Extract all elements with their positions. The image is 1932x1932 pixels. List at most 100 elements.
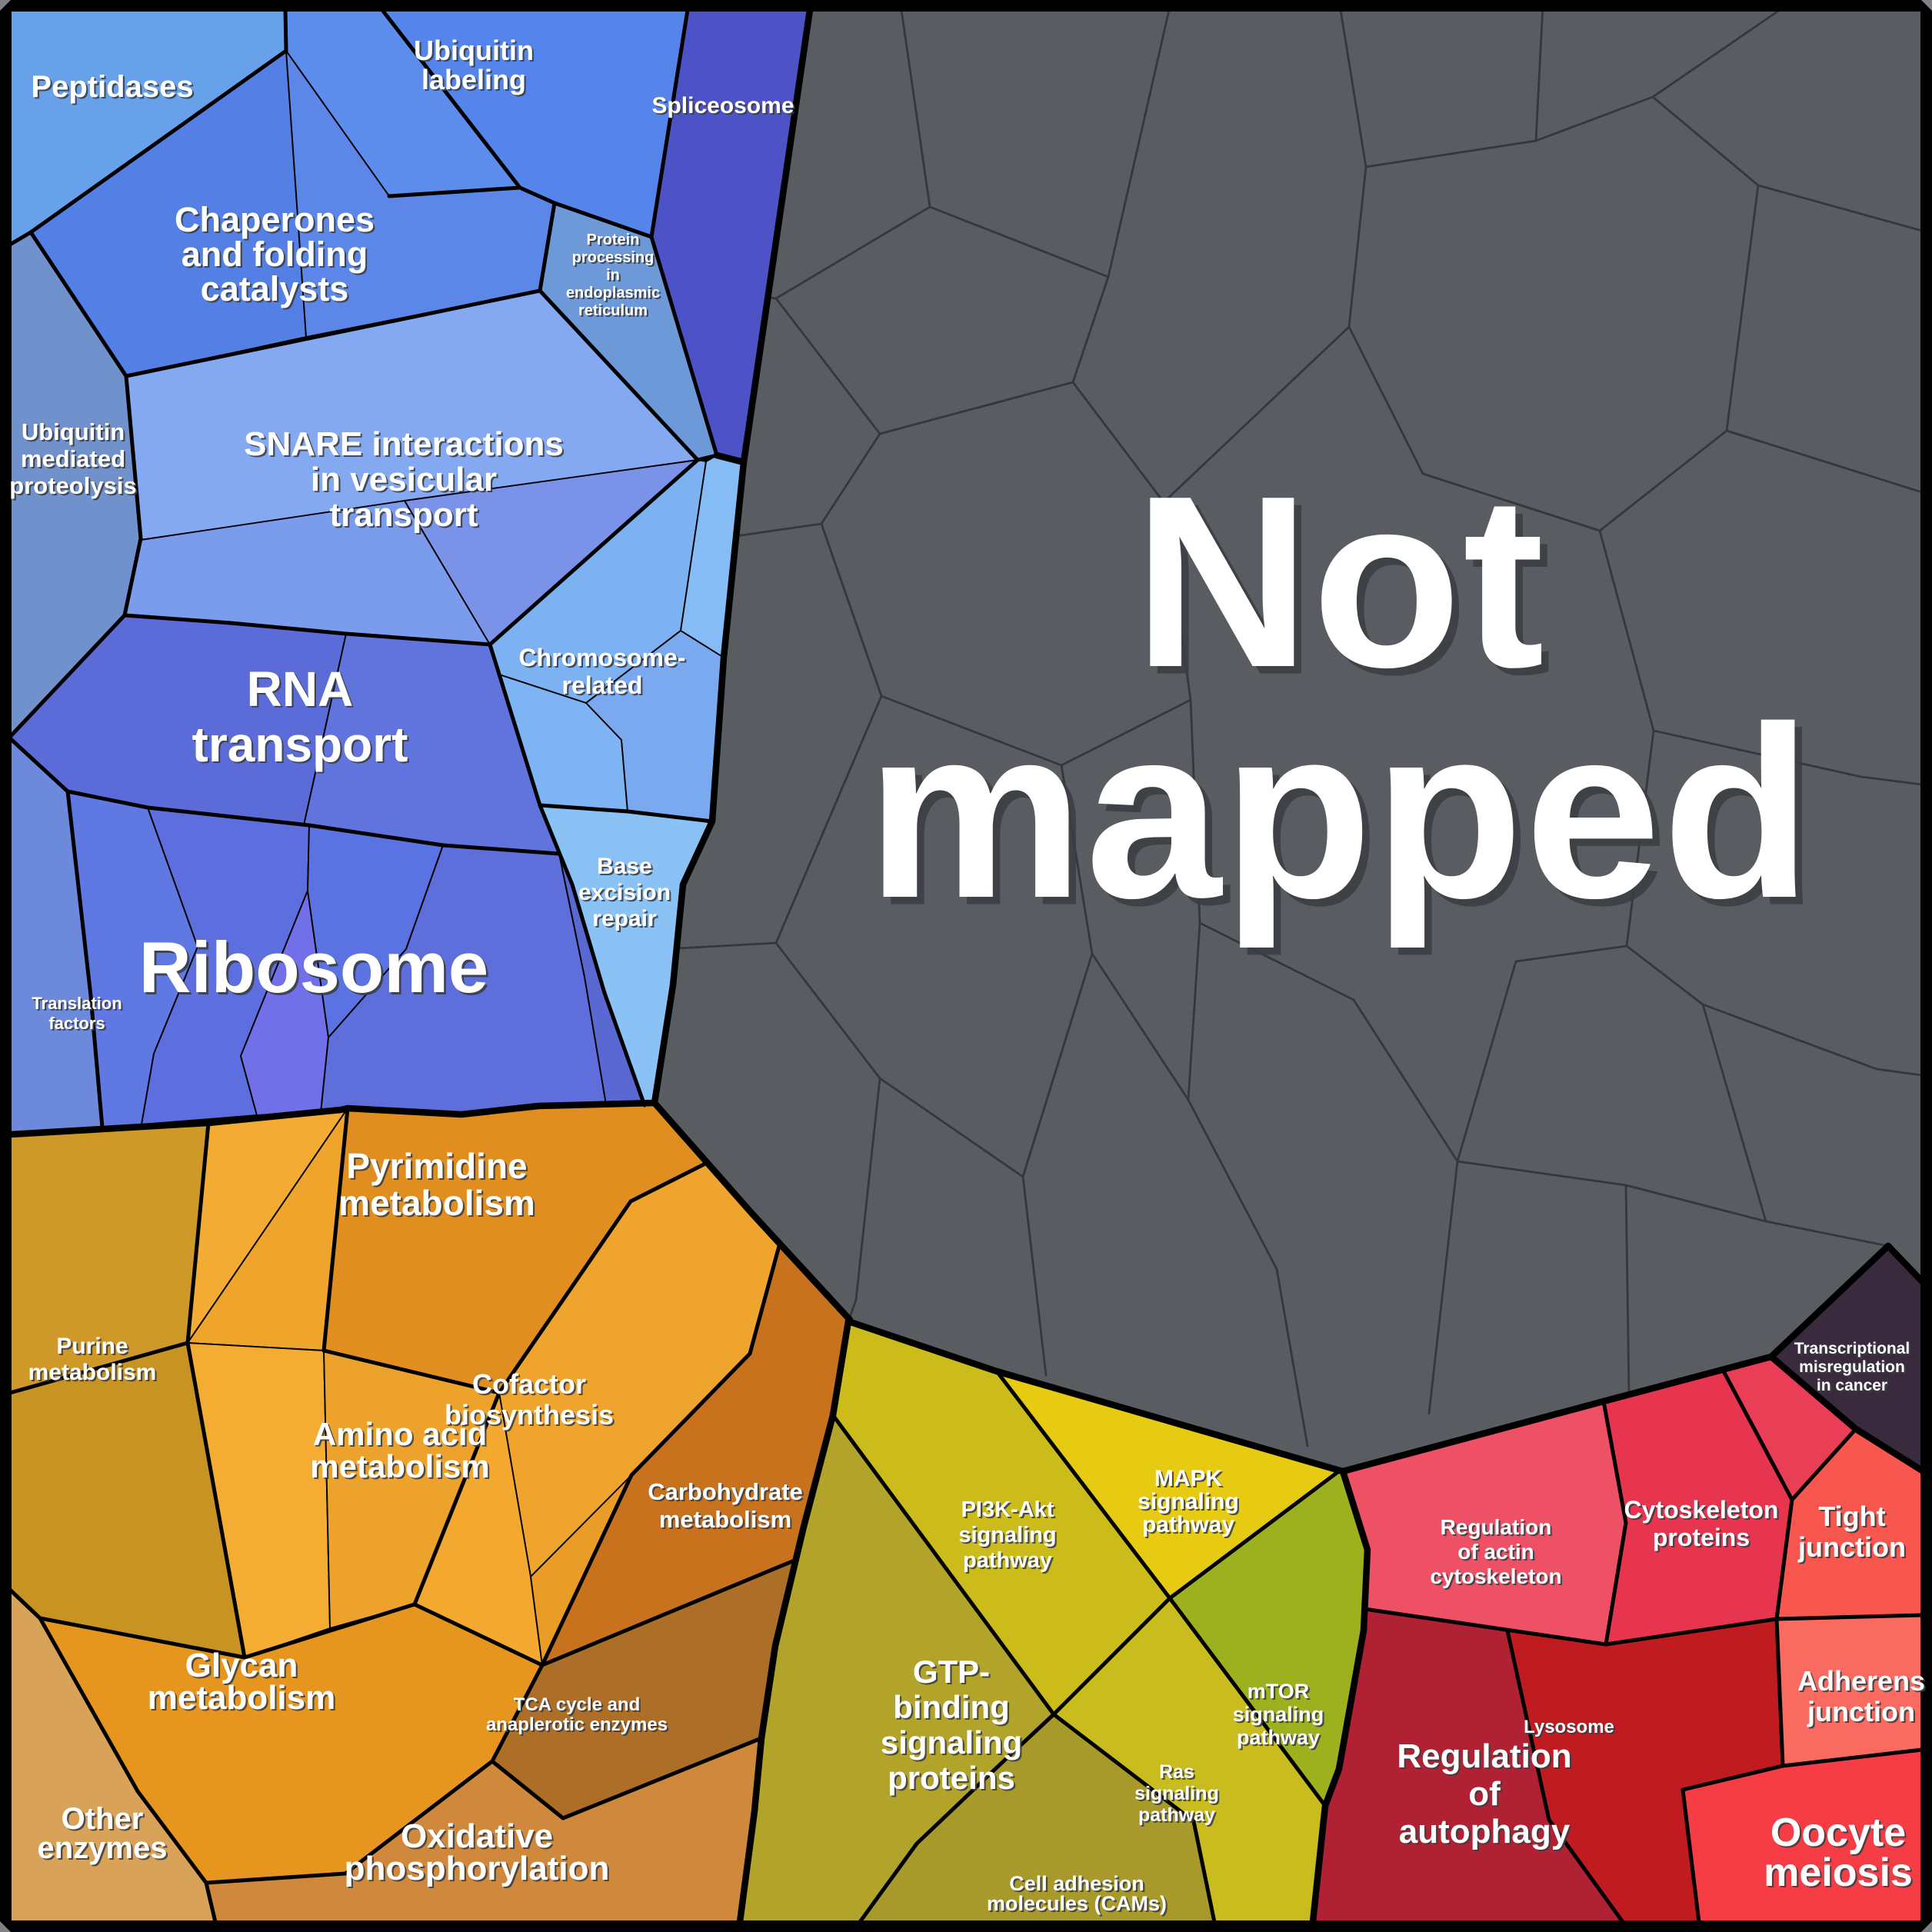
- svg-text:reticulum: reticulum: [580, 304, 649, 321]
- svg-text:pathway: pathway: [1144, 1514, 1236, 1539]
- svg-text:Cell adhesion: Cell adhesion: [1009, 1872, 1144, 1895]
- svg-text:Glycan: Glycan: [187, 1648, 300, 1686]
- svg-text:biosynthesis: biosynthesis: [446, 1401, 615, 1432]
- svg-text:pathway: pathway: [1238, 1727, 1321, 1750]
- svg-text:Peptidases: Peptidases: [31, 70, 193, 104]
- svg-text:proteins: proteins: [889, 1761, 1017, 1797]
- svg-text:meiosis: meiosis: [1765, 1852, 1914, 1897]
- svg-text:metabolism: metabolism: [659, 1506, 791, 1533]
- svg-text:RNA: RNA: [248, 663, 355, 718]
- svg-text:MAPK: MAPK: [1156, 1467, 1224, 1493]
- svg-text:processing: processing: [572, 249, 655, 266]
- svg-text:proteins: proteins: [1653, 1524, 1750, 1551]
- svg-text:signaling: signaling: [881, 1724, 1022, 1760]
- svg-text:junction: junction: [1797, 1531, 1906, 1563]
- svg-text:biosynthesis: biosynthesis: [445, 1399, 614, 1431]
- svg-text:metabolism: metabolism: [311, 1450, 491, 1486]
- svg-text:Cofactor: Cofactor: [474, 1370, 588, 1401]
- svg-text:proteolysis: proteolysis: [9, 472, 136, 499]
- svg-text:junction: junction: [1807, 1696, 1915, 1727]
- svg-text:autophagy: autophagy: [1401, 1814, 1572, 1852]
- svg-text:Base: Base: [598, 855, 654, 881]
- svg-text:Pyrimidine: Pyrimidine: [348, 1148, 529, 1188]
- svg-text:Carbohydrate: Carbohydrate: [649, 1480, 804, 1507]
- svg-text:reticulum: reticulum: [578, 302, 648, 319]
- svg-text:metabolism: metabolism: [340, 1184, 537, 1224]
- svg-text:cytoskeleton: cytoskeleton: [1432, 1566, 1564, 1590]
- svg-text:Oxidative: Oxidative: [402, 1819, 555, 1857]
- svg-text:signaling: signaling: [961, 1524, 1058, 1549]
- svg-text:in vesicular: in vesicular: [311, 461, 497, 498]
- svg-text:Regulation: Regulation: [1397, 1737, 1571, 1775]
- svg-text:metabolism: metabolism: [30, 1361, 158, 1387]
- svg-text:related: related: [562, 671, 643, 699]
- svg-text:Glycan: Glycan: [185, 1647, 298, 1684]
- svg-text:Base: Base: [597, 854, 652, 879]
- svg-text:transport: transport: [329, 496, 478, 534]
- svg-text:enzymes: enzymes: [38, 1831, 168, 1865]
- svg-text:pathway: pathway: [963, 1548, 1052, 1573]
- svg-text:pathway: pathway: [1138, 1804, 1215, 1826]
- svg-text:Lysosome: Lysosome: [1525, 1718, 1616, 1739]
- svg-text:repair: repair: [592, 906, 657, 931]
- svg-text:Peptidases: Peptidases: [33, 72, 195, 105]
- svg-text:factors: factors: [48, 1014, 105, 1033]
- svg-text:phosphorylation: phosphorylation: [345, 1850, 610, 1887]
- svg-text:and folding: and folding: [182, 235, 368, 274]
- svg-text:Ubiquitin: Ubiquitin: [415, 36, 535, 68]
- svg-text:autophagy: autophagy: [1399, 1813, 1571, 1850]
- svg-text:Cytoskeleton: Cytoskeleton: [1626, 1497, 1780, 1525]
- svg-text:binding: binding: [894, 1690, 1011, 1727]
- svg-text:transport: transport: [192, 717, 408, 772]
- svg-text:Chaperones: Chaperones: [175, 200, 375, 239]
- svg-text:Transcriptional: Transcriptional: [1796, 1341, 1912, 1359]
- svg-text:pathway: pathway: [1142, 1512, 1234, 1537]
- svg-text:pathway: pathway: [1140, 1806, 1217, 1827]
- svg-text:molecules (CAMs): molecules (CAMs): [988, 1894, 1168, 1917]
- svg-text:misregulation: misregulation: [1800, 1360, 1907, 1377]
- svg-text:Oxidative: Oxidative: [401, 1817, 553, 1855]
- svg-text:mTOR: mTOR: [1249, 1681, 1311, 1704]
- svg-text:pathway: pathway: [1237, 1726, 1320, 1749]
- svg-text:excision: excision: [580, 881, 672, 907]
- svg-text:signaling: signaling: [1138, 1489, 1239, 1514]
- svg-text:enzymes: enzymes: [39, 1833, 169, 1867]
- svg-text:Translation: Translation: [34, 995, 124, 1014]
- svg-text:Carbohydrate: Carbohydrate: [648, 1478, 803, 1505]
- svg-text:Amino acid: Amino acid: [313, 1416, 487, 1452]
- svg-text:Ras: Ras: [1161, 1763, 1196, 1784]
- svg-text:in cancer: in cancer: [1818, 1378, 1889, 1396]
- svg-text:Pyrimidine: Pyrimidine: [346, 1146, 527, 1186]
- svg-text:labeling: labeling: [423, 65, 528, 97]
- svg-text:mTOR: mTOR: [1247, 1680, 1310, 1703]
- svg-text:Chromosome-: Chromosome-: [519, 644, 686, 671]
- svg-text:mediated: mediated: [21, 445, 125, 472]
- svg-text:proteolysis: proteolysis: [12, 474, 138, 501]
- svg-text:signaling: signaling: [1233, 1703, 1324, 1726]
- svg-text:junction: junction: [1799, 1533, 1907, 1564]
- svg-text:Other: Other: [63, 1804, 145, 1837]
- svg-text:misregulation: misregulation: [1799, 1358, 1905, 1376]
- svg-text:of actin: of actin: [1459, 1541, 1536, 1565]
- svg-text:endoplasmic: endoplasmic: [568, 286, 661, 303]
- svg-text:in: in: [606, 267, 620, 284]
- svg-text:mapped: mapped: [874, 684, 1820, 958]
- svg-text:Tight: Tight: [1818, 1501, 1885, 1532]
- svg-text:Protein: Protein: [587, 232, 640, 248]
- svg-text:Not: Not: [1141, 453, 1554, 726]
- svg-text:repair: repair: [595, 908, 659, 933]
- svg-text:in cancer: in cancer: [1817, 1377, 1887, 1394]
- svg-text:Transcriptional: Transcriptional: [1794, 1340, 1910, 1357]
- svg-text:PI3K-Akt: PI3K-Akt: [963, 1499, 1056, 1524]
- svg-text:mediated: mediated: [22, 447, 127, 474]
- svg-text:excision: excision: [578, 880, 671, 905]
- svg-text:transport: transport: [331, 498, 480, 535]
- svg-text:in: in: [608, 268, 621, 285]
- svg-text:Oocyte: Oocyte: [1770, 1810, 1906, 1855]
- svg-text:Purine: Purine: [56, 1334, 128, 1359]
- svg-text:GTP-: GTP-: [913, 1654, 990, 1690]
- svg-text:PI3K-Akt: PI3K-Akt: [961, 1497, 1054, 1522]
- svg-text:phosphorylation: phosphorylation: [346, 1851, 611, 1889]
- svg-text:Protein: Protein: [588, 233, 641, 250]
- svg-text:metabolism: metabolism: [149, 1681, 338, 1718]
